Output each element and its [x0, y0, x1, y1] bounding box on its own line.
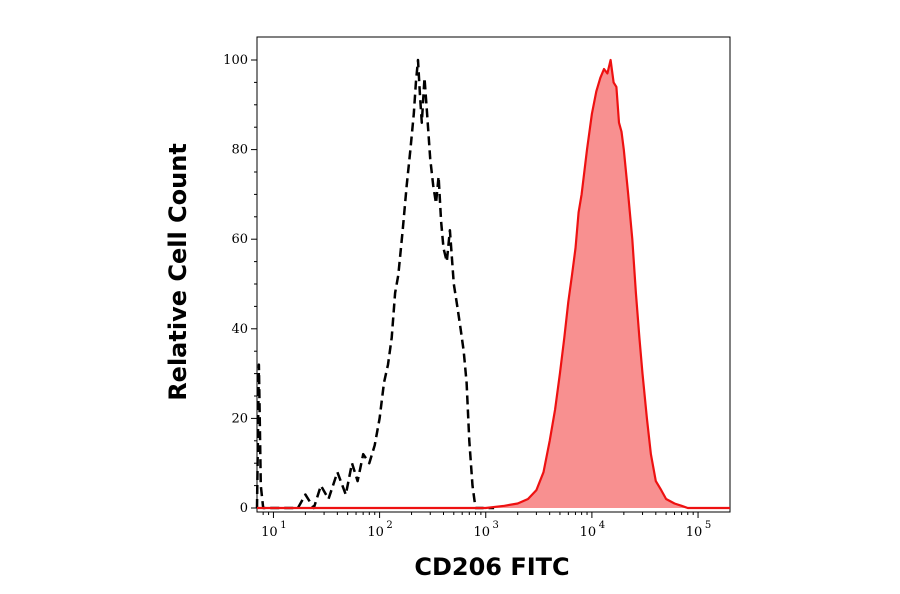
x-tick-exponent: 5 [705, 520, 711, 531]
x-tick-exponent: 1 [280, 520, 286, 531]
series-1-area [257, 60, 730, 508]
x-tick-exponent: 4 [599, 520, 605, 531]
x-tick-exponent: 2 [386, 520, 392, 531]
x-tick-label: 10 [473, 525, 490, 540]
series-1-line [257, 58, 730, 510]
y-axis-title: Relative Cell Count [164, 143, 192, 401]
x-tick-label: 10 [261, 525, 278, 540]
y-tick-label: 80 [231, 143, 248, 158]
y-tick-label: 40 [231, 322, 248, 337]
series-0-line [255, 58, 495, 510]
x-tick-label: 10 [686, 525, 703, 540]
x-axis-title: CD206 FITC [414, 553, 569, 581]
x-tick-exponent: 3 [493, 520, 499, 531]
plot-frame [256, 36, 731, 513]
y-tick-label: 0 [240, 501, 248, 516]
x-tick-label: 10 [367, 525, 384, 540]
y-tick-label: 20 [231, 411, 248, 426]
y-tick-label: 100 [223, 53, 248, 68]
x-tick-label: 10 [580, 525, 597, 540]
y-tick-label: 60 [231, 232, 248, 247]
